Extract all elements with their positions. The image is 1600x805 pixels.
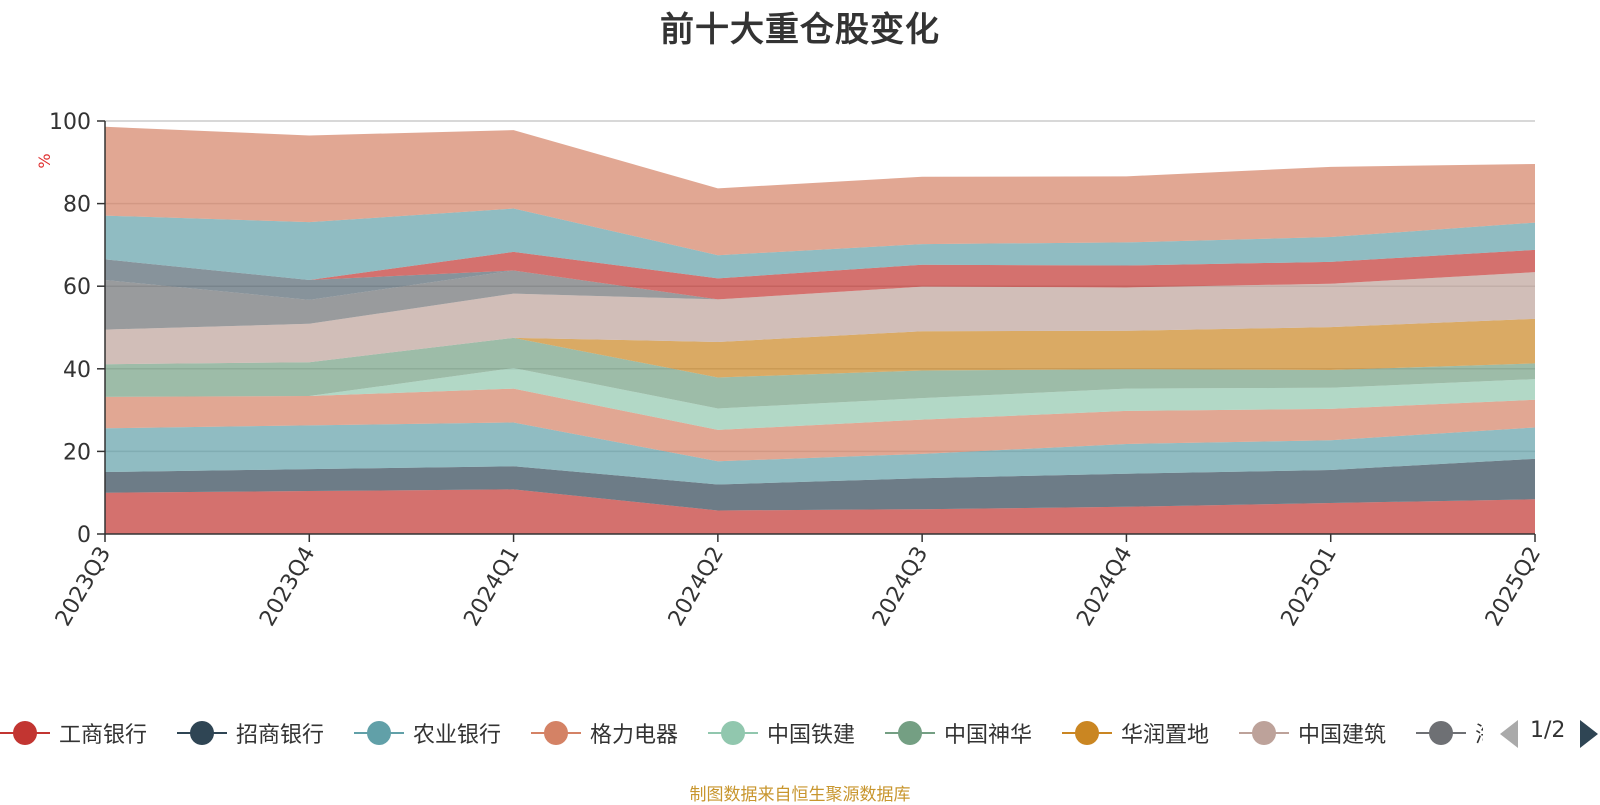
legend-dot-icon	[898, 721, 922, 745]
legend-label: 招商银行	[236, 723, 325, 748]
chart-canvas: 0 20 40 60 80 100% 2023Q3 2023Q4 2024Q1 2024Q2 202…	[35, 110, 1546, 631]
area-series-中国铁建	[105, 367, 1535, 430]
area-layer	[105, 126, 1535, 534]
legend: 工商银行 招商银行 农业银行 格力电器 中国铁建 中国神华 华润置地 中国建筑 海螺水泥	[0, 713, 1600, 753]
legend-prev-page-icon[interactable]	[1500, 720, 1518, 748]
x-tick-label: 2023Q3	[51, 543, 116, 631]
legend-dot-icon	[1075, 721, 1099, 745]
area-series-工商银行	[105, 489, 1535, 534]
legend-dot-icon	[13, 721, 37, 745]
x-tick-label: 2024Q4	[1072, 543, 1137, 631]
y-tick-label: 100	[49, 110, 91, 135]
area-series-格力电器	[105, 388, 1535, 462]
chart-title: 前十大重仓股变化	[660, 10, 940, 50]
area-series-中国石油	[105, 259, 1535, 300]
legend-next-page-icon[interactable]	[1580, 720, 1598, 748]
legend-dot-icon	[190, 721, 214, 745]
y-tick-label: 80	[63, 193, 91, 218]
legend-label: 海螺水泥	[1475, 717, 1483, 749]
legend-label: 中国铁建	[767, 723, 856, 748]
legend-page-indicator: 1/2	[1530, 718, 1566, 743]
legend-dot-icon	[721, 721, 745, 745]
area-series-中国建筑	[105, 272, 1535, 365]
area-series-贵州茅台	[105, 249, 1535, 300]
legend-dot-icon	[1429, 721, 1453, 745]
legend-label: 华润置地	[1121, 723, 1210, 748]
x-tick-label: 2024Q3	[868, 543, 933, 631]
y-tick-label: 40	[63, 358, 91, 383]
legend-label: 农业银行	[413, 723, 502, 748]
legend-dot-icon	[544, 721, 568, 745]
x-tick-label: 2024Q2	[664, 543, 729, 631]
area-series-长江电力	[105, 208, 1535, 281]
legend-label: 格力电器	[590, 723, 679, 748]
area-series-华润置地	[105, 318, 1535, 378]
data-source-note: 制图数据来自恒生聚源数据库	[689, 785, 911, 805]
area-series-农业银行	[105, 422, 1535, 485]
area-series-美的集团	[105, 126, 1535, 256]
y-axis-label: %	[35, 153, 54, 168]
x-tick-label: 2025Q2	[1481, 543, 1546, 631]
y-tick-label: 20	[63, 440, 91, 465]
area-series-中国神华	[105, 337, 1535, 409]
x-tick-label: 2023Q4	[255, 543, 320, 631]
x-tick-label: 2024Q1	[459, 543, 524, 631]
y-tick-label: 60	[63, 275, 91, 300]
legend-label: 中国神华	[944, 723, 1033, 748]
y-tick-label: 0	[77, 523, 91, 548]
area-series-海螺水泥	[105, 270, 1535, 330]
legend-dot-icon	[1252, 721, 1276, 745]
area-series-招商银行	[105, 458, 1535, 511]
legend-dot-icon	[367, 721, 391, 745]
legend-label: 工商银行	[59, 723, 148, 748]
legend-label: 中国建筑	[1298, 723, 1387, 748]
x-tick-label: 2025Q1	[1277, 543, 1342, 631]
legend-items: 工商银行 招商银行 农业银行 格力电器 中国铁建 中国神华 华润置地 中国建筑 海螺水泥	[0, 713, 1483, 753]
